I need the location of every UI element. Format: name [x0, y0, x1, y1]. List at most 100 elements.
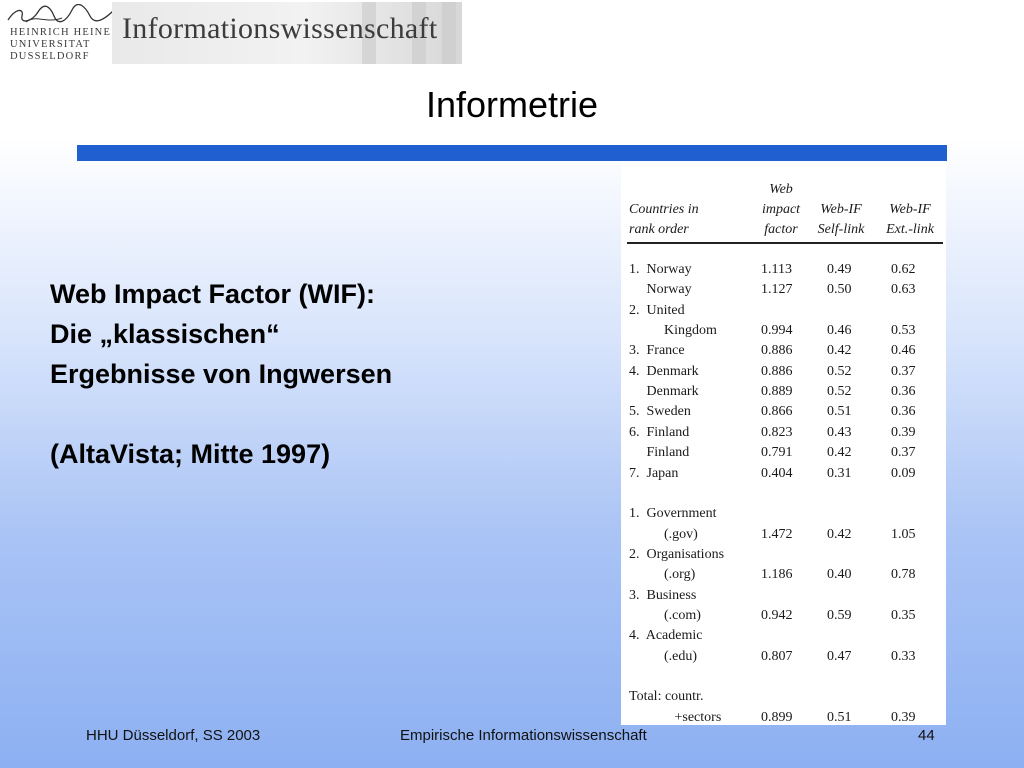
- header-countries-2: rank order: [629, 222, 689, 237]
- header-extlink-2: Ext.-link: [886, 222, 934, 237]
- table-row: 4. Denmark 0.886 0.52 0.37: [621, 362, 946, 382]
- wif-results-table: Countries in rank order Web impact facto…: [621, 162, 946, 725]
- row-value-v2: 0.59: [827, 607, 852, 623]
- row-value-v3: 0.09: [891, 465, 916, 481]
- footer-left: HHU Düsseldorf, SS 2003: [86, 727, 261, 744]
- row-value-v2: 0.46: [827, 323, 852, 339]
- table-row: Total: countr.: [621, 687, 946, 707]
- table-row: Denmark 0.889 0.52 0.36: [621, 382, 946, 402]
- logo-line-3: DUSSELDORF: [10, 51, 90, 62]
- table-row: [621, 484, 946, 504]
- row-value-v1: 1.472: [761, 526, 793, 542]
- row-label: 1. Government: [629, 506, 717, 522]
- row-value-v2: 0.42: [827, 445, 852, 461]
- row-value-v1: 0.886: [761, 363, 793, 379]
- row-value-v1: 0.866: [761, 404, 793, 420]
- header-selflink-2: Self-link: [817, 222, 865, 237]
- banner-pillar: [362, 2, 376, 64]
- row-label: 4. Denmark: [629, 363, 699, 379]
- signature-logo: [7, 4, 115, 23]
- row-value-v1: 0.899: [761, 709, 793, 725]
- row-label: 1. Norway: [629, 262, 692, 277]
- row-value-v1: 0.994: [761, 323, 793, 339]
- table-row: 3. Business: [621, 586, 946, 606]
- banner-pillar: [412, 2, 426, 64]
- row-label: 5. Sweden: [629, 404, 691, 420]
- row-label: (.com): [629, 607, 701, 623]
- row-value-v3: 0.35: [891, 607, 916, 623]
- table-row: Finland 0.791 0.42 0.37: [621, 443, 946, 463]
- row-value-v1: 0.791: [761, 445, 793, 461]
- row-value-v3: 0.36: [891, 384, 916, 400]
- table-row: (.gov) 1.472 0.42 1.05: [621, 525, 946, 545]
- row-value-v1: 0.886: [761, 343, 793, 359]
- logo-line-1: HEINRICH HEINE: [10, 27, 112, 38]
- table-row: (.com) 0.942 0.59 0.35: [621, 606, 946, 626]
- row-value-v3: 0.53: [891, 323, 916, 339]
- row-value-v1: 0.823: [761, 424, 793, 440]
- row-value-v3: 0.39: [891, 424, 916, 440]
- slide-body-text: Web Impact Factor (WIF): Die „klassische…: [50, 274, 570, 474]
- table-row: 5. Sweden 0.866 0.51 0.36: [621, 402, 946, 422]
- row-label: (.org): [629, 567, 696, 583]
- row-value-v2: 0.40: [827, 567, 852, 583]
- row-label: Total: countr.: [629, 689, 704, 705]
- row-value-v3: 0.37: [891, 445, 916, 461]
- table-row: +sectors 0.899 0.51 0.39: [621, 708, 946, 725]
- row-value-v1: 1.186: [761, 567, 793, 583]
- footer-center: Empirische Informationswissenschaft: [400, 727, 647, 744]
- logo-line-2: UNIVERSITAT: [10, 39, 91, 50]
- title-underline-bar: [77, 145, 947, 161]
- row-label: +sectors: [629, 709, 722, 725]
- row-value-v2: 0.43: [827, 424, 852, 440]
- row-value-v2: 0.42: [827, 343, 852, 359]
- university-logo: HEINRICH HEINE UNIVERSITAT DUSSELDORF: [2, 2, 115, 64]
- row-value-v3: 0.62: [891, 262, 916, 277]
- row-label: 2. Organisations: [629, 546, 725, 562]
- row-label: Finland: [629, 445, 690, 461]
- row-value-v1: 0.807: [761, 648, 793, 664]
- row-label: 7. Japan: [629, 465, 679, 481]
- table-row: 1. Government: [621, 504, 946, 524]
- footer-page-number: 44: [918, 727, 935, 744]
- row-value-v1: 0.889: [761, 384, 793, 400]
- row-value-v3: 0.63: [891, 282, 916, 298]
- row-value-v2: 0.31: [827, 465, 852, 481]
- row-value-v2: 0.52: [827, 384, 852, 400]
- row-label: 3. France: [629, 343, 685, 359]
- header-selflink-1: Web-IF: [820, 202, 862, 217]
- row-value-v3: 0.39: [891, 709, 916, 725]
- banner-title: Informationswissenschaft: [122, 12, 438, 45]
- table-row: (.org) 1.186 0.40 0.78: [621, 565, 946, 585]
- table-row: Kingdom 0.994 0.46 0.53: [621, 321, 946, 341]
- banner-pillar: [442, 2, 456, 64]
- source-line: (AltaVista; Mitte 1997): [50, 439, 331, 469]
- row-value-v1: 1.113: [761, 262, 792, 277]
- row-value-v2: 0.52: [827, 363, 852, 379]
- table-row: (.edu) 0.807 0.47 0.33: [621, 647, 946, 667]
- table-row: 4. Academic: [621, 626, 946, 646]
- header-countries-1: Countries in: [629, 202, 699, 217]
- header-extlink-1: Web-IF: [889, 202, 931, 217]
- table-row: 3. France 0.886 0.42 0.46: [621, 341, 946, 361]
- row-label: 4. Academic: [629, 628, 703, 644]
- header-banner: Informationswissenschaft: [112, 2, 462, 64]
- body-line-2: Die „klassischen“: [50, 319, 280, 349]
- row-value-v3: 0.46: [891, 343, 916, 359]
- row-value-v1: 0.942: [761, 607, 793, 623]
- header-wif-3: factor: [764, 222, 798, 237]
- row-value-v3: 0.37: [891, 363, 916, 379]
- slide-title: Informetrie: [425, 84, 599, 125]
- row-label: Kingdom: [629, 323, 717, 339]
- table-row: 2. Organisations: [621, 545, 946, 565]
- row-value-v3: 0.78: [891, 567, 916, 583]
- body-line-3: Ergebnisse von Ingwersen: [50, 359, 393, 389]
- table-row: 7. Japan 0.404 0.31 0.09: [621, 464, 946, 484]
- table-row: Norway 1.127 0.50 0.63: [621, 280, 946, 300]
- row-value-v2: 0.49: [827, 262, 852, 277]
- table-header-rule: [627, 242, 943, 244]
- row-value-v2: 0.51: [827, 404, 852, 420]
- row-value-v2: 0.51: [827, 709, 852, 725]
- row-label: 2. United: [629, 302, 685, 318]
- row-value-v1: 1.127: [761, 282, 793, 298]
